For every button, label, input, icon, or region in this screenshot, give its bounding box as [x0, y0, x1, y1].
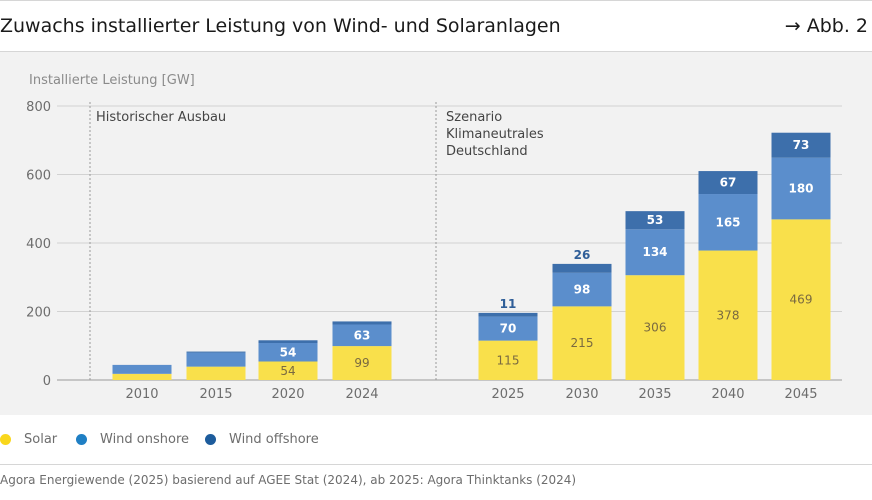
bar-wind-offshore-2015: [186, 351, 246, 353]
data-label-wind-onshore-2025: 70: [500, 322, 517, 336]
data-label-wind-offshore-2030: 26: [574, 248, 591, 262]
figure-reference-link[interactable]: → Abb. 2: [784, 15, 868, 37]
bar-wind-onshore-2025: [478, 316, 538, 341]
x-tick-label-2035: 2035: [638, 387, 671, 402]
annotation-scenario-line-2: Klimaneutrales: [446, 127, 544, 142]
bar-wind-onshore-2045: [771, 157, 831, 220]
data-label-wind-onshore-2040: 165: [715, 215, 740, 229]
data-label-wind-onshore-2024: 63: [354, 328, 371, 342]
data-label-wind-onshore-2020: 54: [280, 345, 297, 359]
data-label-solar-2025: 115: [497, 353, 520, 367]
x-tick-label-2025: 2025: [491, 387, 524, 402]
bar-solar-2020: [258, 361, 318, 380]
data-label-solar-2030: 215: [571, 336, 594, 350]
bar-solar-2010: [112, 373, 172, 380]
legend-wind-onshore-dot: [76, 434, 87, 445]
bar-solar-2030: [552, 306, 612, 380]
annotation-scenario-line-3: Deutschland: [446, 144, 528, 159]
data-label-wind-onshore-2035: 134: [642, 245, 667, 259]
y-tick-label-600: 600: [26, 169, 51, 184]
bar-wind-offshore-2035: [625, 211, 685, 230]
bar-wind-offshore-2030: [552, 263, 612, 273]
data-label-wind-onshore-2045: 180: [788, 182, 813, 196]
legend-solar-dot: [0, 434, 11, 445]
y-tick-label-400: 400: [26, 237, 51, 252]
stacked-bar-chart: Installierte Leistung [GW] 0 200 400 600 800 H…: [26, 73, 842, 402]
x-tick-label-2045: 2045: [784, 387, 817, 402]
bar-wind-onshore-2040: [698, 194, 758, 251]
source-note: Agora Energiewende (2025) basierend auf …: [0, 473, 577, 487]
chart-header: Zuwachs installierter Leistung von Wind-…: [0, 1, 872, 52]
data-label-solar-2020: 54: [280, 364, 295, 378]
data-label-solar-2045: 469: [790, 293, 813, 307]
bar-wind-onshore-2035: [625, 229, 685, 276]
bar-solar-2015: [186, 366, 246, 380]
annotation-historic-line-1: Historischer Ausbau: [96, 110, 226, 125]
y-axis-label: Installierte Leistung [GW]: [29, 73, 195, 88]
data-label-solar-2040: 378: [717, 308, 740, 322]
data-label-wind-offshore-2025: 11: [500, 297, 517, 311]
bar-wind-offshore-2024: [332, 321, 392, 325]
bar-wind-onshore-2015: [186, 352, 246, 367]
legend-item-solar: Solar: [0, 432, 57, 447]
top-rule: [0, 0, 872, 1]
bar-wind-onshore-2024: [332, 324, 392, 347]
x-tick-label-2020: 2020: [271, 387, 304, 402]
bar-solar-2025: [478, 340, 538, 380]
bar-wind-onshore-2010: [112, 364, 172, 374]
legend-item-wind-onshore: Wind onshore: [76, 432, 189, 447]
data-label-solar-2035: 306: [644, 321, 667, 335]
chart-title: Zuwachs installierter Leistung von Wind-…: [0, 15, 561, 37]
y-tick-label-800: 800: [26, 100, 51, 115]
x-tick-label-2010: 2010: [125, 387, 158, 402]
bar-wind-offshore-2020: [258, 340, 318, 344]
chart-panel: Installierte Leistung [GW] 0 200 400 600 800 H…: [0, 52, 872, 415]
bar-wind-onshore-2030: [552, 272, 612, 307]
x-tick-label-2040: 2040: [711, 387, 744, 402]
legend-item-wind-offshore: Wind offshore: [205, 432, 319, 447]
legend-wind-offshore-label: Wind offshore: [229, 432, 319, 447]
legend-wind-offshore-dot: [205, 434, 216, 445]
y-tick-label-0: 0: [43, 374, 51, 389]
legend-solar-label: Solar: [24, 432, 58, 447]
x-tick-label-2024: 2024: [345, 387, 378, 402]
bar-wind-offshore-2025: [478, 312, 538, 317]
bar-wind-offshore-2040: [698, 171, 758, 195]
bar-solar-2045: [771, 219, 831, 380]
annotation-scenario-line-1: Szenario: [446, 110, 502, 125]
footer-rule: [0, 464, 872, 465]
legend-wind-onshore-label: Wind onshore: [100, 432, 190, 447]
x-tick-label-2015: 2015: [199, 387, 232, 402]
bar-solar-2024: [332, 346, 392, 380]
bar-wind-onshore-2020: [258, 343, 318, 362]
data-label-solar-2024: 99: [354, 356, 369, 370]
data-label-wind-onshore-2030: 98: [574, 283, 591, 297]
chart-legend: Solar Wind onshore Wind offshore: [0, 432, 872, 452]
data-label-wind-offshore-2040: 67: [720, 176, 737, 190]
y-tick-label-200: 200: [26, 306, 51, 321]
bar-wind-offshore-2045: [771, 132, 831, 158]
data-label-wind-offshore-2045: 73: [793, 138, 810, 152]
bar-solar-2040: [698, 250, 758, 380]
x-tick-label-2030: 2030: [565, 387, 598, 402]
data-label-wind-offshore-2035: 53: [647, 213, 664, 227]
bar-solar-2035: [625, 275, 685, 380]
